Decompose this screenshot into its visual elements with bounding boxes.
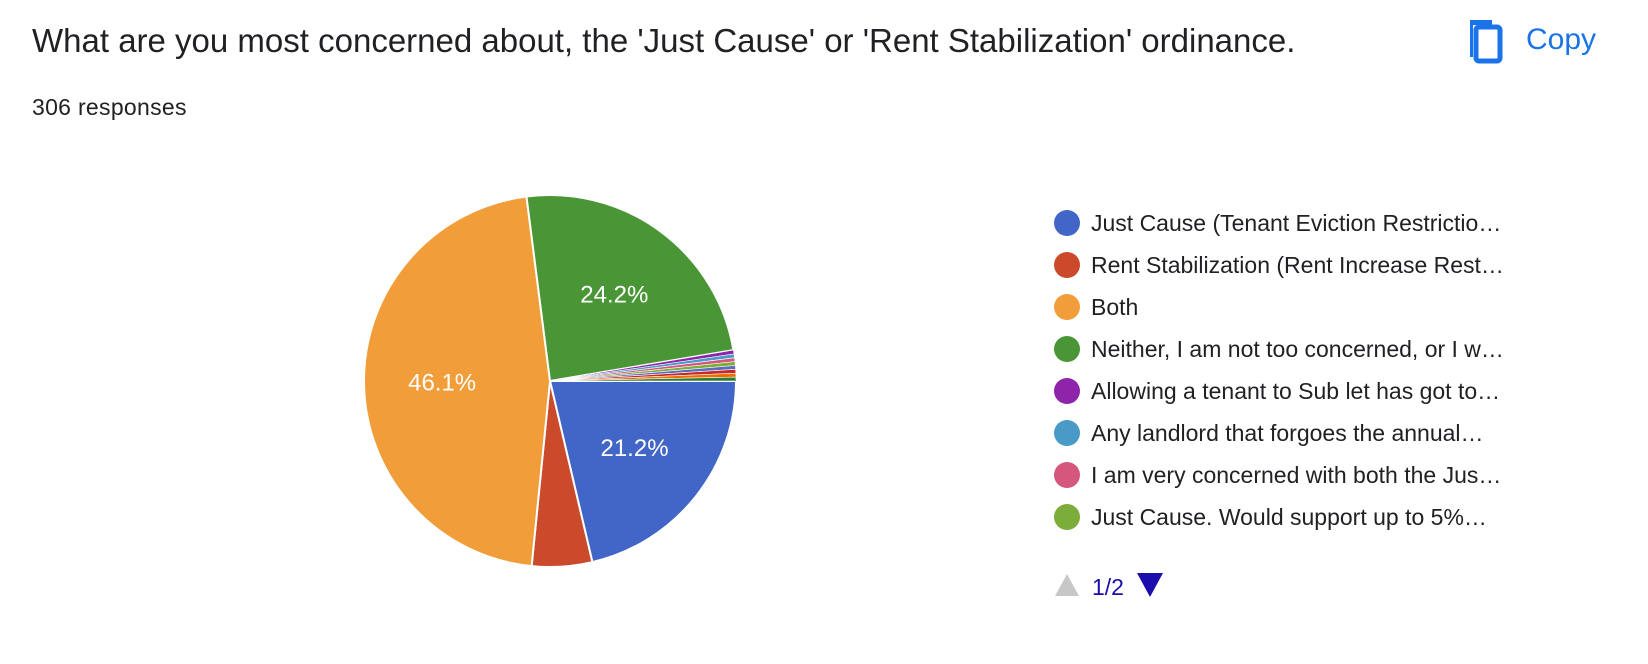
legend-label: Both	[1091, 293, 1139, 320]
legend-label: Any landlord that forgoes the annual…	[1091, 419, 1484, 446]
legend-label: Allowing a tenant to Sub let has got to…	[1091, 377, 1501, 404]
legend-swatch	[1054, 336, 1080, 362]
pie-slice-2[interactable]	[363, 195, 552, 568]
legend-item[interactable]: Just Cause (Tenant Eviction Restrictio…	[1054, 202, 1504, 244]
pie-chart-svg: 21.2% 46.1% 24.2%	[363, 194, 738, 568]
page-title: What are you most concerned about, the '…	[32, 22, 1296, 59]
legend-swatch	[1054, 252, 1080, 278]
legend-label: I am very concerned with both the Jus…	[1091, 461, 1502, 488]
legend-swatch	[1054, 378, 1080, 404]
pie-slice-0[interactable]	[548, 380, 738, 564]
pager-text: 1/2	[1092, 574, 1124, 600]
legend-swatch	[1054, 210, 1080, 236]
legend-item[interactable]: Neither, I am not too concerned, or I w…	[1054, 328, 1504, 370]
legend-label: Neither, I am not too concerned, or I w…	[1091, 335, 1504, 362]
legend-label: Just Cause (Tenant Eviction Restrictio…	[1091, 209, 1502, 236]
legend-swatch	[1054, 504, 1080, 530]
pie-slice-label-3: 24.2%	[580, 281, 648, 308]
pie-slice-11[interactable]	[549, 376, 737, 382]
copy-button[interactable]: Copy	[1462, 14, 1596, 66]
response-count: 306 responses	[32, 94, 187, 120]
legend-label: Rent Stabilization (Rent Increase Rest…	[1091, 251, 1504, 278]
legend-item[interactable]: Any landlord that forgoes the annual…	[1054, 412, 1504, 454]
legend-item[interactable]: Just Cause. Would support up to 5%…	[1054, 496, 1504, 538]
legend-swatch	[1054, 462, 1080, 488]
legend-pager: 1/2	[1054, 572, 1164, 603]
legend: Just Cause (Tenant Eviction Restrictio… R…	[1054, 202, 1504, 538]
triangle-up-icon[interactable]	[1054, 573, 1080, 602]
copy-icon	[1462, 14, 1506, 66]
copy-label: Copy	[1526, 23, 1597, 56]
triangle-down-icon[interactable]	[1136, 572, 1164, 603]
legend-item[interactable]: Rent Stabilization (Rent Increase Rest…	[1054, 244, 1504, 286]
legend-swatch	[1054, 294, 1080, 320]
legend-swatch	[1054, 420, 1080, 446]
legend-item[interactable]: Both	[1054, 286, 1504, 328]
pie-slice-3[interactable]	[525, 194, 735, 383]
legend-item[interactable]: Allowing a tenant to Sub let has got to…	[1054, 370, 1504, 412]
pie-slice-label-2: 46.1%	[408, 370, 476, 397]
pie-slice-label-0: 21.2%	[600, 435, 668, 462]
legend-label: Just Cause. Would support up to 5%…	[1091, 503, 1487, 530]
pie-chart: 21.2% 46.1% 24.2%	[320, 170, 780, 630]
legend-item[interactable]: I am very concerned with both the Jus…	[1054, 454, 1504, 496]
